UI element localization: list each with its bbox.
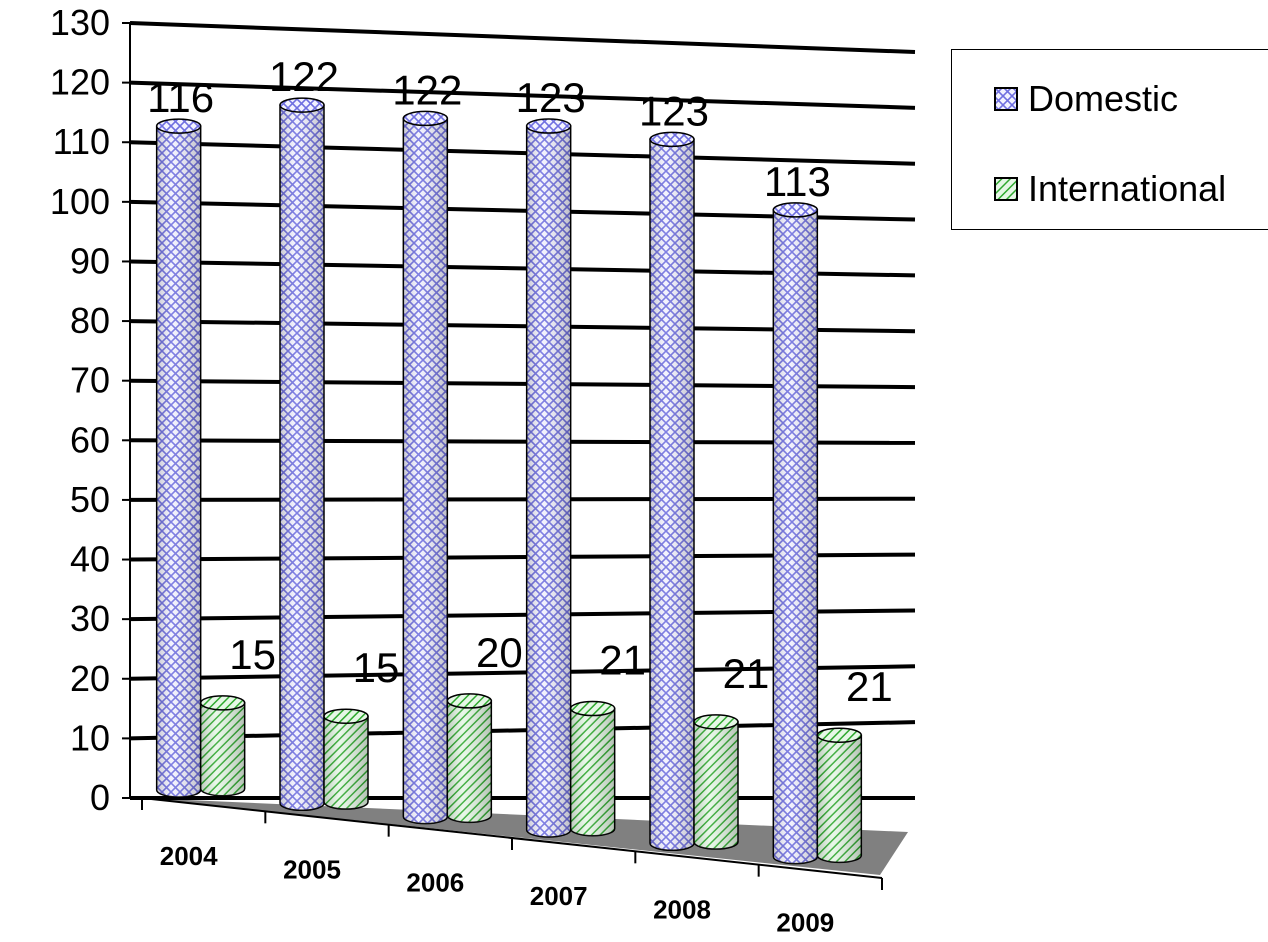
x-tick-label-2007: 2007 <box>530 881 588 911</box>
y-tick-label-0: 0 <box>90 777 110 818</box>
y-tick-label-70: 70 <box>70 360 110 401</box>
data-label-domestic-2004: 116 <box>147 74 214 121</box>
legend-item-domestic[interactable]: Domestic <box>994 78 1178 120</box>
legend-item-international[interactable]: International <box>994 168 1226 210</box>
data-label-international-2006: 20 <box>476 629 523 676</box>
y-tick-label-90: 90 <box>70 240 110 281</box>
legend-label-international: International <box>1028 168 1227 209</box>
x-tick-label-2004: 2004 <box>160 841 218 871</box>
bar-domestic-2008 <box>649 131 695 852</box>
bar-domestic-2005 <box>279 97 325 812</box>
y-tick-label-10: 10 <box>70 717 110 758</box>
x-tick-label-2005: 2005 <box>283 854 341 884</box>
data-label-international-2007: 21 <box>599 637 646 684</box>
y-tick-label-60: 60 <box>70 419 110 460</box>
gridline-130 <box>129 21 916 54</box>
y-tick-label-20: 20 <box>70 658 110 699</box>
y-axis: 0 10 20 30 40 50 60 70 80 90 100 110 120 130 <box>50 2 131 818</box>
bar-domestic-2007 <box>525 118 572 838</box>
floor <box>140 798 908 875</box>
bar-domestic-2004 <box>155 118 202 798</box>
bar-domestic-2006 <box>402 110 449 825</box>
legend-swatch-international <box>994 177 1018 201</box>
data-label-international-2008: 21 <box>723 650 770 697</box>
gridline-110 <box>129 140 916 166</box>
data-label-international-2009: 21 <box>846 663 893 710</box>
y-tick-label-120: 120 <box>50 62 110 103</box>
x-tick-label-2009: 2009 <box>776 908 834 938</box>
y-tick-label-80: 80 <box>70 300 110 341</box>
y-tick-label-100: 100 <box>50 181 110 222</box>
bar-international-2008 <box>693 714 739 850</box>
y-tick-label-30: 30 <box>70 598 110 639</box>
legend-label-domestic: Domestic <box>1028 78 1179 119</box>
data-label-domestic-2007: 123 <box>516 74 586 121</box>
legend: Domestic International <box>951 49 1268 230</box>
legend-swatch-domestic <box>994 87 1018 111</box>
bars <box>155 97 863 865</box>
data-label-domestic-2005: 122 <box>269 53 339 100</box>
data-label-international-2005: 15 <box>353 644 400 691</box>
bar-international-2007 <box>569 700 616 837</box>
gridline-120 <box>129 80 916 110</box>
bar-international-2005 <box>323 708 369 810</box>
x-axis: 2004 2005 2006 2007 2008 2009 <box>141 797 883 938</box>
data-label-domestic-2006: 122 <box>392 66 462 113</box>
y-tick-label-110: 110 <box>53 121 110 162</box>
y-tick-label-40: 40 <box>70 539 110 580</box>
y-tick-label-50: 50 <box>70 479 110 520</box>
y-tick-label-130: 130 <box>50 2 110 43</box>
data-label-domestic-2009: 113 <box>764 158 831 205</box>
data-labels: 116 15 122 15 122 20 123 21 123 21 113 21 <box>147 53 893 710</box>
data-label-international-2004: 15 <box>229 631 276 678</box>
bar-international-2009 <box>816 727 863 864</box>
bar-international-2006 <box>446 693 493 824</box>
data-label-domestic-2008: 123 <box>639 87 709 134</box>
bar-international-2004 <box>199 695 246 797</box>
x-tick-label-2008: 2008 <box>653 894 711 924</box>
x-tick-label-2006: 2006 <box>406 868 464 898</box>
bar-domestic-2009 <box>772 202 819 865</box>
